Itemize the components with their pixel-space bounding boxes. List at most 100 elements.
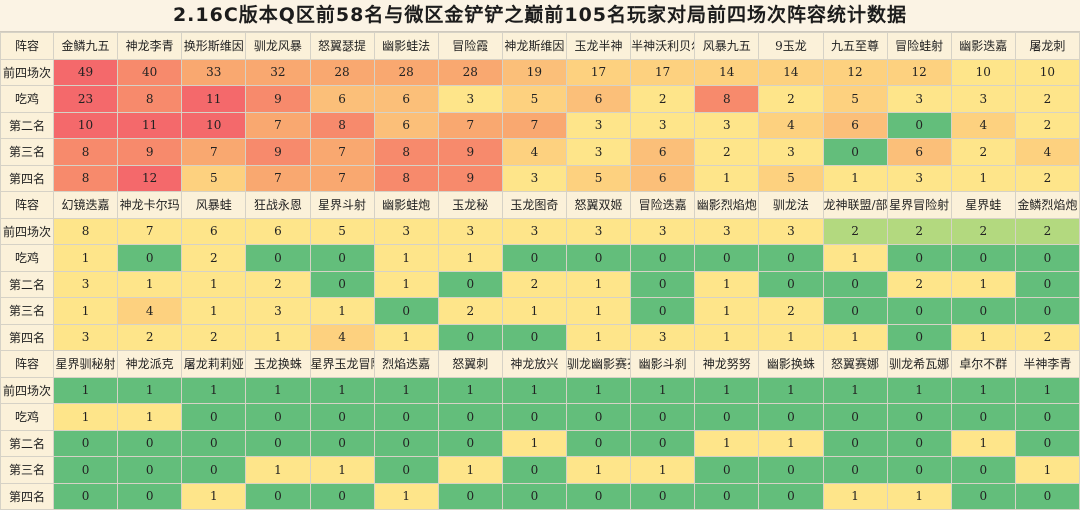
stat-cell: 0 (822, 456, 888, 484)
top4-row: 前四场次 8 7 6 6 5 3 3 3 3 3 3 3 2 2 2 2 (0, 217, 1080, 245)
stat-cell: 8 (373, 138, 439, 166)
stat-cell: 0 (437, 429, 503, 457)
row-label: 第二名 (0, 111, 54, 139)
stat-cell: 1 (565, 323, 632, 351)
stat-cell: 0 (309, 244, 375, 272)
lineup-name-cell: 神龙放兴 (501, 350, 568, 378)
fourth-place-row: 第四名 3 2 2 1 4 1 0 0 1 3 1 1 1 0 1 2 (0, 323, 1080, 351)
stat-cell: 0 (437, 270, 503, 298)
stat-cell: 1 (437, 244, 503, 272)
stat-cell: 0 (437, 323, 503, 351)
lineup-name-cell: 9玉龙 (758, 32, 824, 60)
stat-cell: 5 (822, 85, 888, 113)
stat-cell: 1 (694, 323, 760, 351)
stat-cell: 5 (181, 164, 247, 192)
stat-cell: 0 (501, 244, 568, 272)
row-label: 第二名 (0, 429, 54, 457)
row-label: 吃鸡 (0, 244, 54, 272)
stat-cell: 0 (630, 270, 696, 298)
stat-cell: 1 (950, 164, 1016, 192)
stat-cell: 1 (565, 376, 632, 404)
stat-cell: 1 (501, 429, 568, 457)
stat-cell: 0 (886, 403, 952, 431)
row-label: 吃鸡 (0, 85, 54, 113)
lineup-stats-table: 阵容 金鳞九五 神龙李青 换形斯维因 驯龙风暴 怒翼瑟提 幽影蛙法 冒险霞 神龙斯维因 玉龙半神半… (0, 32, 1080, 510)
stat-cell: 0 (501, 482, 568, 510)
row-label: 第三名 (0, 297, 54, 325)
stat-cell: 1 (437, 376, 503, 404)
stat-cell: 3 (501, 164, 568, 192)
stat-cell: 1 (694, 164, 760, 192)
lineup-name-cell: 风暴九五 (694, 32, 760, 60)
stat-cell: 0 (758, 403, 824, 431)
stat-cell: 0 (822, 429, 888, 457)
stat-cell: 0 (309, 482, 375, 510)
stat-cell: 1 (565, 270, 632, 298)
stat-cell: 0 (309, 270, 375, 298)
stat-cell: 0 (565, 403, 632, 431)
stat-cell: 3 (373, 217, 439, 245)
stat-cell: 0 (373, 403, 439, 431)
stat-cell: 8 (117, 85, 183, 113)
lineup-name-cell: 冒险蛙射 (886, 32, 952, 60)
stat-cell: 14 (694, 58, 760, 86)
lineup-name-cell: 烈焰迭嘉 (373, 350, 439, 378)
stat-cell: 1 (950, 376, 1016, 404)
stat-cell: 3 (630, 323, 696, 351)
stat-cell: 2 (630, 85, 696, 113)
stat-cell: 10 (950, 58, 1016, 86)
second-place-row: 第二名 10 11 10 7 8 6 7 7 3 3 3 4 6 0 4 2 (0, 111, 1080, 139)
stat-cell: 0 (950, 456, 1016, 484)
stat-cell: 4 (758, 111, 824, 139)
stat-cell: 0 (1014, 403, 1080, 431)
stat-cell: 0 (950, 297, 1016, 325)
stat-cell: 0 (950, 403, 1016, 431)
stat-cell: 8 (309, 111, 375, 139)
stat-cell: 2 (822, 217, 888, 245)
lineup-name-cell: 风暴蛙 (181, 191, 247, 219)
stat-cell: 7 (309, 138, 375, 166)
lineup-name-cell: 玉龙换蛛 (245, 350, 311, 378)
stat-cell: 1 (181, 297, 247, 325)
stat-cell: 0 (181, 403, 247, 431)
lineup-header-row: 阵容 金鳞九五 神龙李青 换形斯维因 驯龙风暴 怒翼瑟提 幽影蛙法 冒险霞 神龙斯维因 玉龙半神半… (0, 32, 1080, 60)
lineup-name-cell: 幽影蛙法 (373, 32, 439, 60)
stat-cell: 0 (565, 429, 632, 457)
stat-cell: 1 (822, 164, 888, 192)
fourth-place-row: 第四名 8 12 5 7 7 8 9 3 5 6 1 5 1 3 1 2 (0, 164, 1080, 192)
stat-cell: 4 (117, 297, 183, 325)
stat-cell: 1 (822, 482, 888, 510)
stat-cell: 2 (1014, 217, 1080, 245)
stat-cell: 7 (181, 138, 247, 166)
stat-cell: 0 (1014, 482, 1080, 510)
stat-cell: 1 (1014, 376, 1080, 404)
row-label: 第四名 (0, 482, 54, 510)
stat-cell: 1 (117, 403, 183, 431)
stat-cell: 3 (245, 297, 311, 325)
stat-cell: 1 (373, 270, 439, 298)
stat-cell: 0 (886, 429, 952, 457)
stat-cell: 0 (373, 297, 439, 325)
second-place-row: 第二名 0 0 0 0 0 0 0 1 0 0 1 1 0 0 1 0 (0, 429, 1080, 457)
stat-cell: 1 (822, 323, 888, 351)
stat-cell: 0 (117, 244, 183, 272)
lineup-name-cell: 换形斯维因 (181, 32, 247, 60)
lineup-name-cell: 狂战永恩 (245, 191, 311, 219)
stat-cell: 9 (245, 85, 311, 113)
stat-cell: 7 (245, 164, 311, 192)
row-label: 前四场次 (0, 217, 54, 245)
stat-cell: 3 (758, 138, 824, 166)
stat-cell: 12 (117, 164, 183, 192)
stat-cell: 1 (694, 429, 760, 457)
stat-cell: 2 (501, 270, 568, 298)
stat-cell: 5 (501, 85, 568, 113)
row-label: 前四场次 (0, 58, 54, 86)
stat-cell: 9 (437, 138, 503, 166)
stat-cell: 6 (630, 138, 696, 166)
stat-cell: 2 (1014, 323, 1080, 351)
stat-cell: 9 (437, 164, 503, 192)
stat-cell: 8 (52, 217, 119, 245)
row-label: 吃鸡 (0, 403, 54, 431)
lineup-name-cell: 幽影斗刹 (630, 350, 696, 378)
lineup-name-cell: 怒翼瑟提 (309, 32, 375, 60)
